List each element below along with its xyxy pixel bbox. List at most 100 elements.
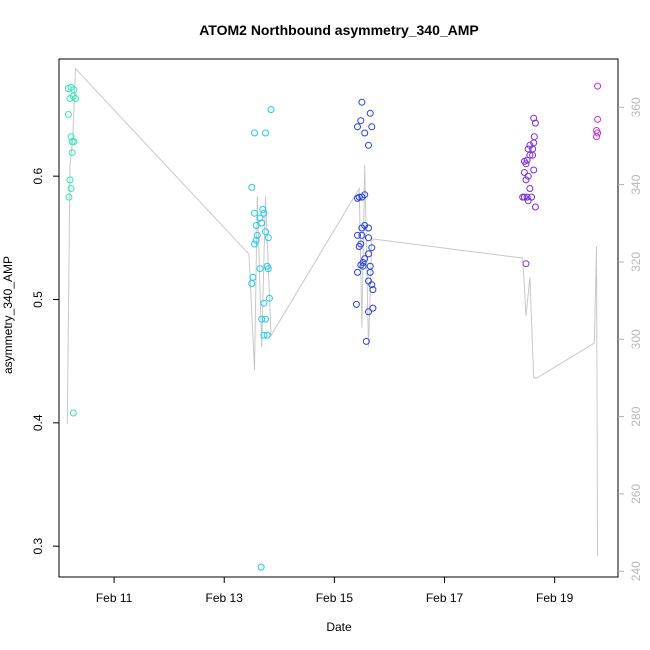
data-point (251, 209, 258, 217)
data-point (68, 149, 76, 157)
y2-tick-label: 300 (629, 329, 643, 349)
data-point (366, 268, 374, 276)
data-point (593, 133, 600, 141)
data-point (258, 219, 266, 227)
data-point (526, 185, 534, 192)
secondary-series-line (66, 67, 599, 556)
data-point (530, 114, 538, 122)
x-tick-label: Feb 13 (206, 591, 244, 605)
data-point (263, 331, 271, 339)
data-point (358, 231, 366, 239)
data-point (259, 206, 267, 213)
x-tick-label: Feb 11 (96, 591, 133, 605)
data-point (265, 294, 273, 302)
y2-tick-label: 260 (629, 484, 643, 504)
data-point (594, 115, 602, 123)
data-point (530, 166, 538, 174)
data-point (368, 281, 376, 289)
data-point (354, 194, 361, 202)
y2-tick-label: 340 (629, 174, 643, 194)
data-point (526, 141, 534, 149)
data-point (262, 315, 269, 323)
data-point (523, 193, 531, 201)
data-point (362, 337, 370, 345)
data-point (365, 224, 372, 232)
data-point (520, 157, 528, 165)
y-tick-label: 0.3 (31, 538, 45, 555)
data-point (355, 193, 363, 201)
data-point (264, 234, 272, 242)
x-axis-label: Date (326, 620, 352, 634)
data-point (72, 95, 79, 102)
data-point (354, 123, 361, 131)
data-point (520, 169, 528, 176)
chart-title: ATOM2 Northbound asymmetry_340_AMP (199, 22, 479, 38)
data-point (524, 172, 532, 180)
x-tick-label: Feb 17 (426, 591, 464, 605)
data-point (355, 243, 363, 250)
data-point (524, 145, 532, 153)
data-point (358, 224, 366, 232)
data-point (264, 265, 272, 273)
data-point (361, 255, 369, 263)
data-point (248, 183, 256, 191)
data-point (528, 193, 535, 201)
data-point (256, 265, 264, 273)
y2-tick-label: 320 (629, 252, 643, 272)
data-point (251, 240, 258, 248)
data-point (65, 193, 73, 201)
y-axis-label: asymmetry_340_AMP (1, 256, 15, 374)
data-point (357, 117, 365, 125)
y-tick-label: 0.6 (31, 168, 45, 185)
data-point (365, 234, 372, 242)
data-point (354, 231, 361, 239)
data-point (359, 262, 367, 270)
data-point (369, 304, 377, 312)
data-point (251, 129, 258, 137)
data-point (262, 129, 269, 137)
secondary-series-layer (66, 67, 599, 556)
data-point (366, 109, 374, 117)
data-point (252, 236, 260, 244)
data-point (522, 176, 530, 184)
axes-layer: Feb 11 Feb 13 Feb 15 Feb 17 Feb 19 0.3 0.4 0.5 0… (31, 58, 643, 605)
y2-tick-label: 240 (629, 561, 643, 581)
data-point (522, 260, 530, 268)
data-point (260, 331, 268, 339)
data-point (531, 119, 539, 127)
data-point (369, 286, 377, 294)
data-point (352, 300, 360, 308)
x-tick-label: Feb 15 (316, 591, 354, 605)
data-point (365, 250, 372, 258)
data-point (258, 315, 266, 323)
y2-tick-label: 360 (629, 97, 643, 117)
data-point (70, 138, 78, 146)
data-point (260, 209, 268, 217)
data-point (66, 176, 74, 184)
data-point (69, 409, 77, 417)
y-tick-label: 0.4 (31, 414, 45, 431)
y2-tick-label: 280 (629, 406, 643, 426)
data-point (354, 268, 361, 276)
data-point (594, 82, 602, 90)
data-point (531, 203, 539, 211)
data-point (267, 106, 275, 114)
data-point (530, 139, 538, 147)
x-tick-label: Feb 19 (536, 591, 574, 605)
data-point (520, 193, 528, 201)
data-point (529, 151, 537, 159)
data-point (368, 244, 376, 252)
data-point (358, 98, 366, 106)
data-point (256, 214, 264, 222)
data-point (368, 123, 376, 131)
data-point (365, 308, 372, 316)
data-point (253, 231, 261, 239)
y-tick-label: 0.5 (31, 291, 45, 308)
data-point (359, 259, 367, 266)
data-point (248, 280, 256, 287)
data-point (358, 193, 366, 201)
data-point (262, 228, 269, 236)
data-point (257, 563, 265, 571)
